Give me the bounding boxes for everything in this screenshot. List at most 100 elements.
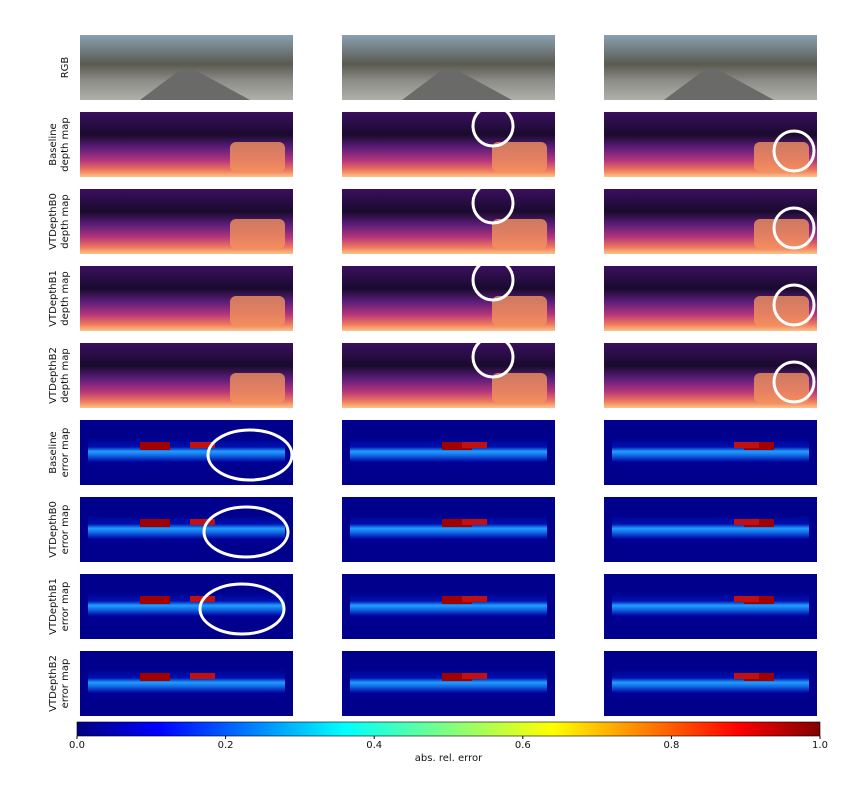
row-label: VTDepthB2 (48, 655, 59, 712)
error-hotspot (140, 673, 170, 681)
panel-image (604, 189, 817, 254)
error-band (612, 592, 809, 622)
panel-image (604, 497, 817, 562)
error-band (88, 515, 285, 545)
road (402, 70, 512, 100)
error-hotspot (190, 673, 215, 679)
road (140, 70, 250, 100)
depth-object (492, 219, 547, 249)
panel-image (342, 258, 555, 331)
panel-image (80, 420, 294, 485)
panel-image (604, 266, 817, 331)
colorbar (76, 721, 821, 737)
error-hotspot (442, 596, 472, 604)
row-label: error map (60, 428, 71, 478)
panel-image (80, 35, 293, 100)
row-label: VTDepthB1 (48, 578, 59, 635)
row-label: error map (60, 659, 71, 709)
error-band (88, 669, 285, 699)
row-label: VTDepthB2 (48, 347, 59, 404)
panel-image (604, 112, 817, 177)
depth-object (230, 296, 285, 326)
error-hotspot (140, 442, 170, 450)
error-hotspot (190, 519, 215, 525)
error-hotspot (734, 673, 759, 679)
panel-image (342, 497, 555, 562)
error-hotspot (442, 673, 472, 681)
error-hotspot (462, 673, 487, 679)
colorbar-tick-label: 0.4 (366, 740, 382, 751)
panel-image (604, 343, 817, 408)
error-hotspot (462, 519, 487, 525)
highlight-circle (471, 258, 515, 302)
row-label: VTDepthB0 (48, 501, 59, 558)
depth-object (754, 142, 809, 172)
row-label: RGB (60, 57, 71, 79)
panel-image (342, 651, 555, 716)
depth-object (754, 219, 809, 249)
highlight-circle (471, 104, 515, 148)
highlight-circle (772, 206, 816, 250)
depth-object (230, 219, 285, 249)
highlight-circle (772, 360, 816, 404)
row-label: VTDepthB0 (48, 193, 59, 250)
error-band (88, 592, 285, 622)
depth-object (492, 296, 547, 326)
depth-object (492, 142, 547, 172)
panel-image (80, 266, 293, 331)
row-label: depth map (60, 194, 71, 249)
panel-image (342, 420, 555, 485)
panel-image (342, 181, 555, 254)
panel-image (604, 35, 817, 100)
panel-image (342, 104, 555, 177)
panel-image (604, 420, 817, 485)
panel-image (604, 574, 817, 639)
highlight-ellipse (198, 582, 286, 636)
row-label: depth map (60, 271, 71, 326)
colorbar-tick-label: 0.0 (69, 740, 85, 751)
error-hotspot (140, 596, 170, 604)
error-band (612, 515, 809, 545)
panel-image (80, 574, 293, 639)
road (664, 70, 774, 100)
error-hotspot (140, 519, 170, 527)
highlight-ellipse (206, 428, 294, 482)
panel-image (342, 574, 555, 639)
highlight-ellipse (202, 505, 290, 559)
panel-image (80, 343, 293, 408)
depth-object (754, 373, 809, 403)
depth-object (230, 142, 285, 172)
panel-image (604, 651, 817, 716)
error-hotspot (442, 519, 472, 527)
row-label: error map (60, 505, 71, 555)
error-band (612, 669, 809, 699)
row-label: Baseline (48, 431, 59, 473)
colorbar-tick-label: 0.6 (515, 740, 531, 751)
highlight-circle (471, 335, 515, 379)
colorbar-tick-label: 0.2 (218, 740, 234, 751)
row-label: Baseline (48, 123, 59, 165)
row-label: depth map (60, 117, 71, 172)
error-hotspot (462, 442, 487, 448)
error-hotspot (442, 442, 472, 450)
error-hotspot (734, 442, 759, 448)
panel-image (342, 335, 555, 408)
depth-object (230, 373, 285, 403)
highlight-circle (772, 283, 816, 327)
colorbar-tick-label: 1.0 (812, 740, 828, 751)
row-label: error map (60, 582, 71, 632)
highlight-circle (772, 129, 816, 173)
depth-object (492, 373, 547, 403)
panel-image (80, 497, 293, 562)
error-band (88, 438, 285, 468)
panel-image (80, 651, 293, 716)
error-hotspot (734, 596, 759, 602)
panel-image (80, 189, 293, 254)
colorbar-label: abs. rel. error (415, 753, 483, 764)
error-band (612, 438, 809, 468)
error-hotspot (734, 519, 759, 525)
panel-image (342, 35, 555, 100)
error-hotspot (462, 596, 487, 602)
colorbar-tick-label: 0.8 (663, 740, 679, 751)
